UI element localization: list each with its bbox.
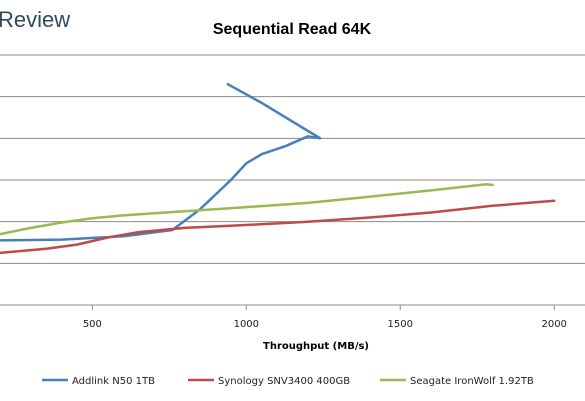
legend: Addlink N50 1TB Synology SNV3400 400GB Sea… — [42, 376, 534, 387]
x-axis-label: Throughput (MB/s) — [263, 341, 369, 352]
legend-label-1: Synology SNV3400 400GB — [218, 376, 350, 387]
x-tick-label-3: 2000 — [541, 319, 566, 330]
brand-logo-text: Review — [0, 7, 70, 32]
x-tick-label-2: 1500 — [388, 319, 413, 330]
legend-label-2: Seagate IronWolf 1.92TB — [410, 376, 534, 387]
gridlines — [0, 54, 585, 306]
x-tick-label-1: 1000 — [234, 319, 259, 330]
series-lines — [0, 82, 556, 255]
series-line-1 — [0, 199, 556, 255]
chart-title: Sequential Read 64K — [213, 21, 372, 38]
x-axis-ticks: 500 1000 1500 2000 — [83, 305, 567, 330]
series-line-2 — [0, 182, 494, 236]
legend-label-0: Addlink N50 1TB — [72, 376, 155, 387]
series-line-0 — [0, 82, 322, 242]
x-tick-label-0: 500 — [83, 319, 102, 330]
